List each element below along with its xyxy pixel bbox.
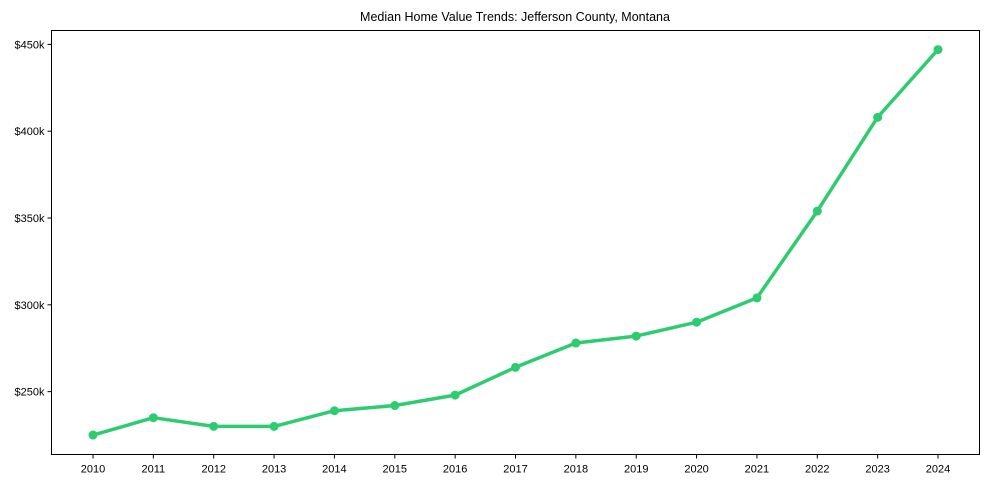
x-tick-label: 2024 bbox=[926, 464, 950, 476]
data-point-marker bbox=[450, 390, 460, 400]
x-tick-label: 2022 bbox=[805, 464, 829, 476]
data-point-marker bbox=[511, 362, 520, 372]
y-tick-label: $350k bbox=[15, 213, 45, 225]
data-point-marker bbox=[752, 293, 762, 303]
x-tick-label: 2014 bbox=[322, 464, 346, 476]
x-axis: 2010 2011 2012 2013 2014 2015 2016 2017 2018 2019… bbox=[81, 454, 950, 476]
data-series bbox=[88, 45, 943, 440]
x-tick-label: 2015 bbox=[383, 464, 407, 476]
data-point-marker bbox=[571, 338, 581, 348]
x-tick-label: 2010 bbox=[81, 464, 105, 476]
data-point-marker bbox=[88, 430, 98, 440]
data-point-marker bbox=[812, 206, 822, 216]
y-axis: $250k $300k $350k $400k $450k bbox=[15, 39, 52, 399]
y-tick-label: $250k bbox=[15, 387, 45, 399]
chart-title: Median Home Value Trends: Jefferson Coun… bbox=[360, 10, 670, 24]
plot-area-frame bbox=[51, 30, 980, 455]
x-tick-label: 2017 bbox=[503, 464, 527, 476]
x-tick-label: 2013 bbox=[262, 464, 286, 476]
data-point-marker bbox=[873, 112, 883, 122]
x-tick-label: 2011 bbox=[142, 464, 166, 476]
x-tick-label: 2023 bbox=[865, 464, 889, 476]
data-point-marker bbox=[329, 406, 339, 416]
series-line bbox=[91, 47, 940, 437]
x-tick-label: 2021 bbox=[745, 464, 769, 476]
data-point-marker bbox=[390, 401, 400, 411]
data-point-marker bbox=[933, 45, 943, 55]
y-tick-label: $400k bbox=[15, 126, 45, 138]
x-tick-label: 2016 bbox=[443, 464, 467, 476]
data-point-marker bbox=[209, 421, 219, 431]
y-tick-label: $300k bbox=[15, 300, 45, 312]
y-tick-label: $450k bbox=[15, 39, 45, 51]
x-tick-label: 2019 bbox=[624, 464, 648, 476]
x-tick-label: 2018 bbox=[564, 464, 588, 476]
data-point-marker bbox=[269, 421, 279, 431]
x-tick-label: 2020 bbox=[684, 464, 708, 476]
x-tick-label: 2012 bbox=[201, 464, 225, 476]
data-point-marker bbox=[148, 413, 158, 423]
data-point-marker bbox=[692, 317, 702, 327]
data-point-marker bbox=[631, 331, 641, 341]
